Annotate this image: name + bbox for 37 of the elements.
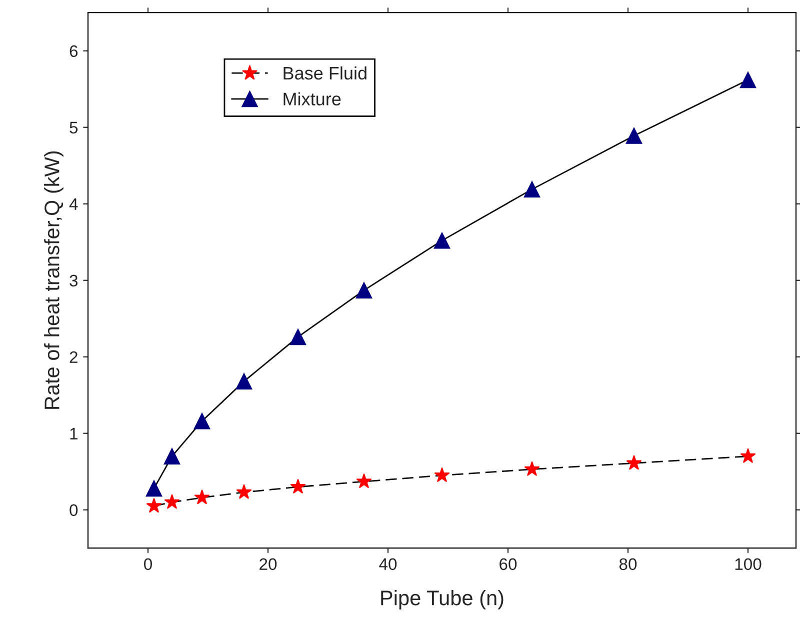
legend-label: Base Fluid [284,66,366,80]
point [236,484,252,499]
point [164,448,180,464]
y-tick-label: 5 [70,122,78,134]
point [236,373,252,390]
y-tick-label: 3 [70,274,78,287]
point [194,412,210,430]
point [524,461,540,476]
y-tick-label: 0 [70,504,78,516]
point [740,72,756,88]
point [524,181,540,198]
point [290,478,306,494]
legend-label: Mixture [284,92,341,106]
point [626,455,642,470]
y-tick-label: 6 [70,45,78,58]
y-tick-label: 1 [70,428,78,440]
x-tick-label: 40 [379,558,397,570]
point [164,494,180,509]
x-tick-label: 80 [619,558,637,570]
point [626,128,642,144]
point [290,328,306,346]
x-tick-label: 0 [144,558,152,570]
x-tick-label: 60 [500,558,517,570]
y-axis-title: Rate of heat transfer,Q (kW) [44,151,64,409]
point [194,489,210,504]
point [356,473,372,488]
point [146,480,162,497]
point [434,232,450,249]
point [434,467,450,482]
y-tick-label: 2 [70,351,78,363]
x-tick-label: 20 [260,558,277,570]
x-axis-title: Pipe Tube (n) [381,590,504,610]
point [740,448,756,463]
point [356,282,372,298]
x-tick-label: 100 [735,558,762,570]
point [146,498,162,513]
y-tick-label: 4 [69,198,78,210]
